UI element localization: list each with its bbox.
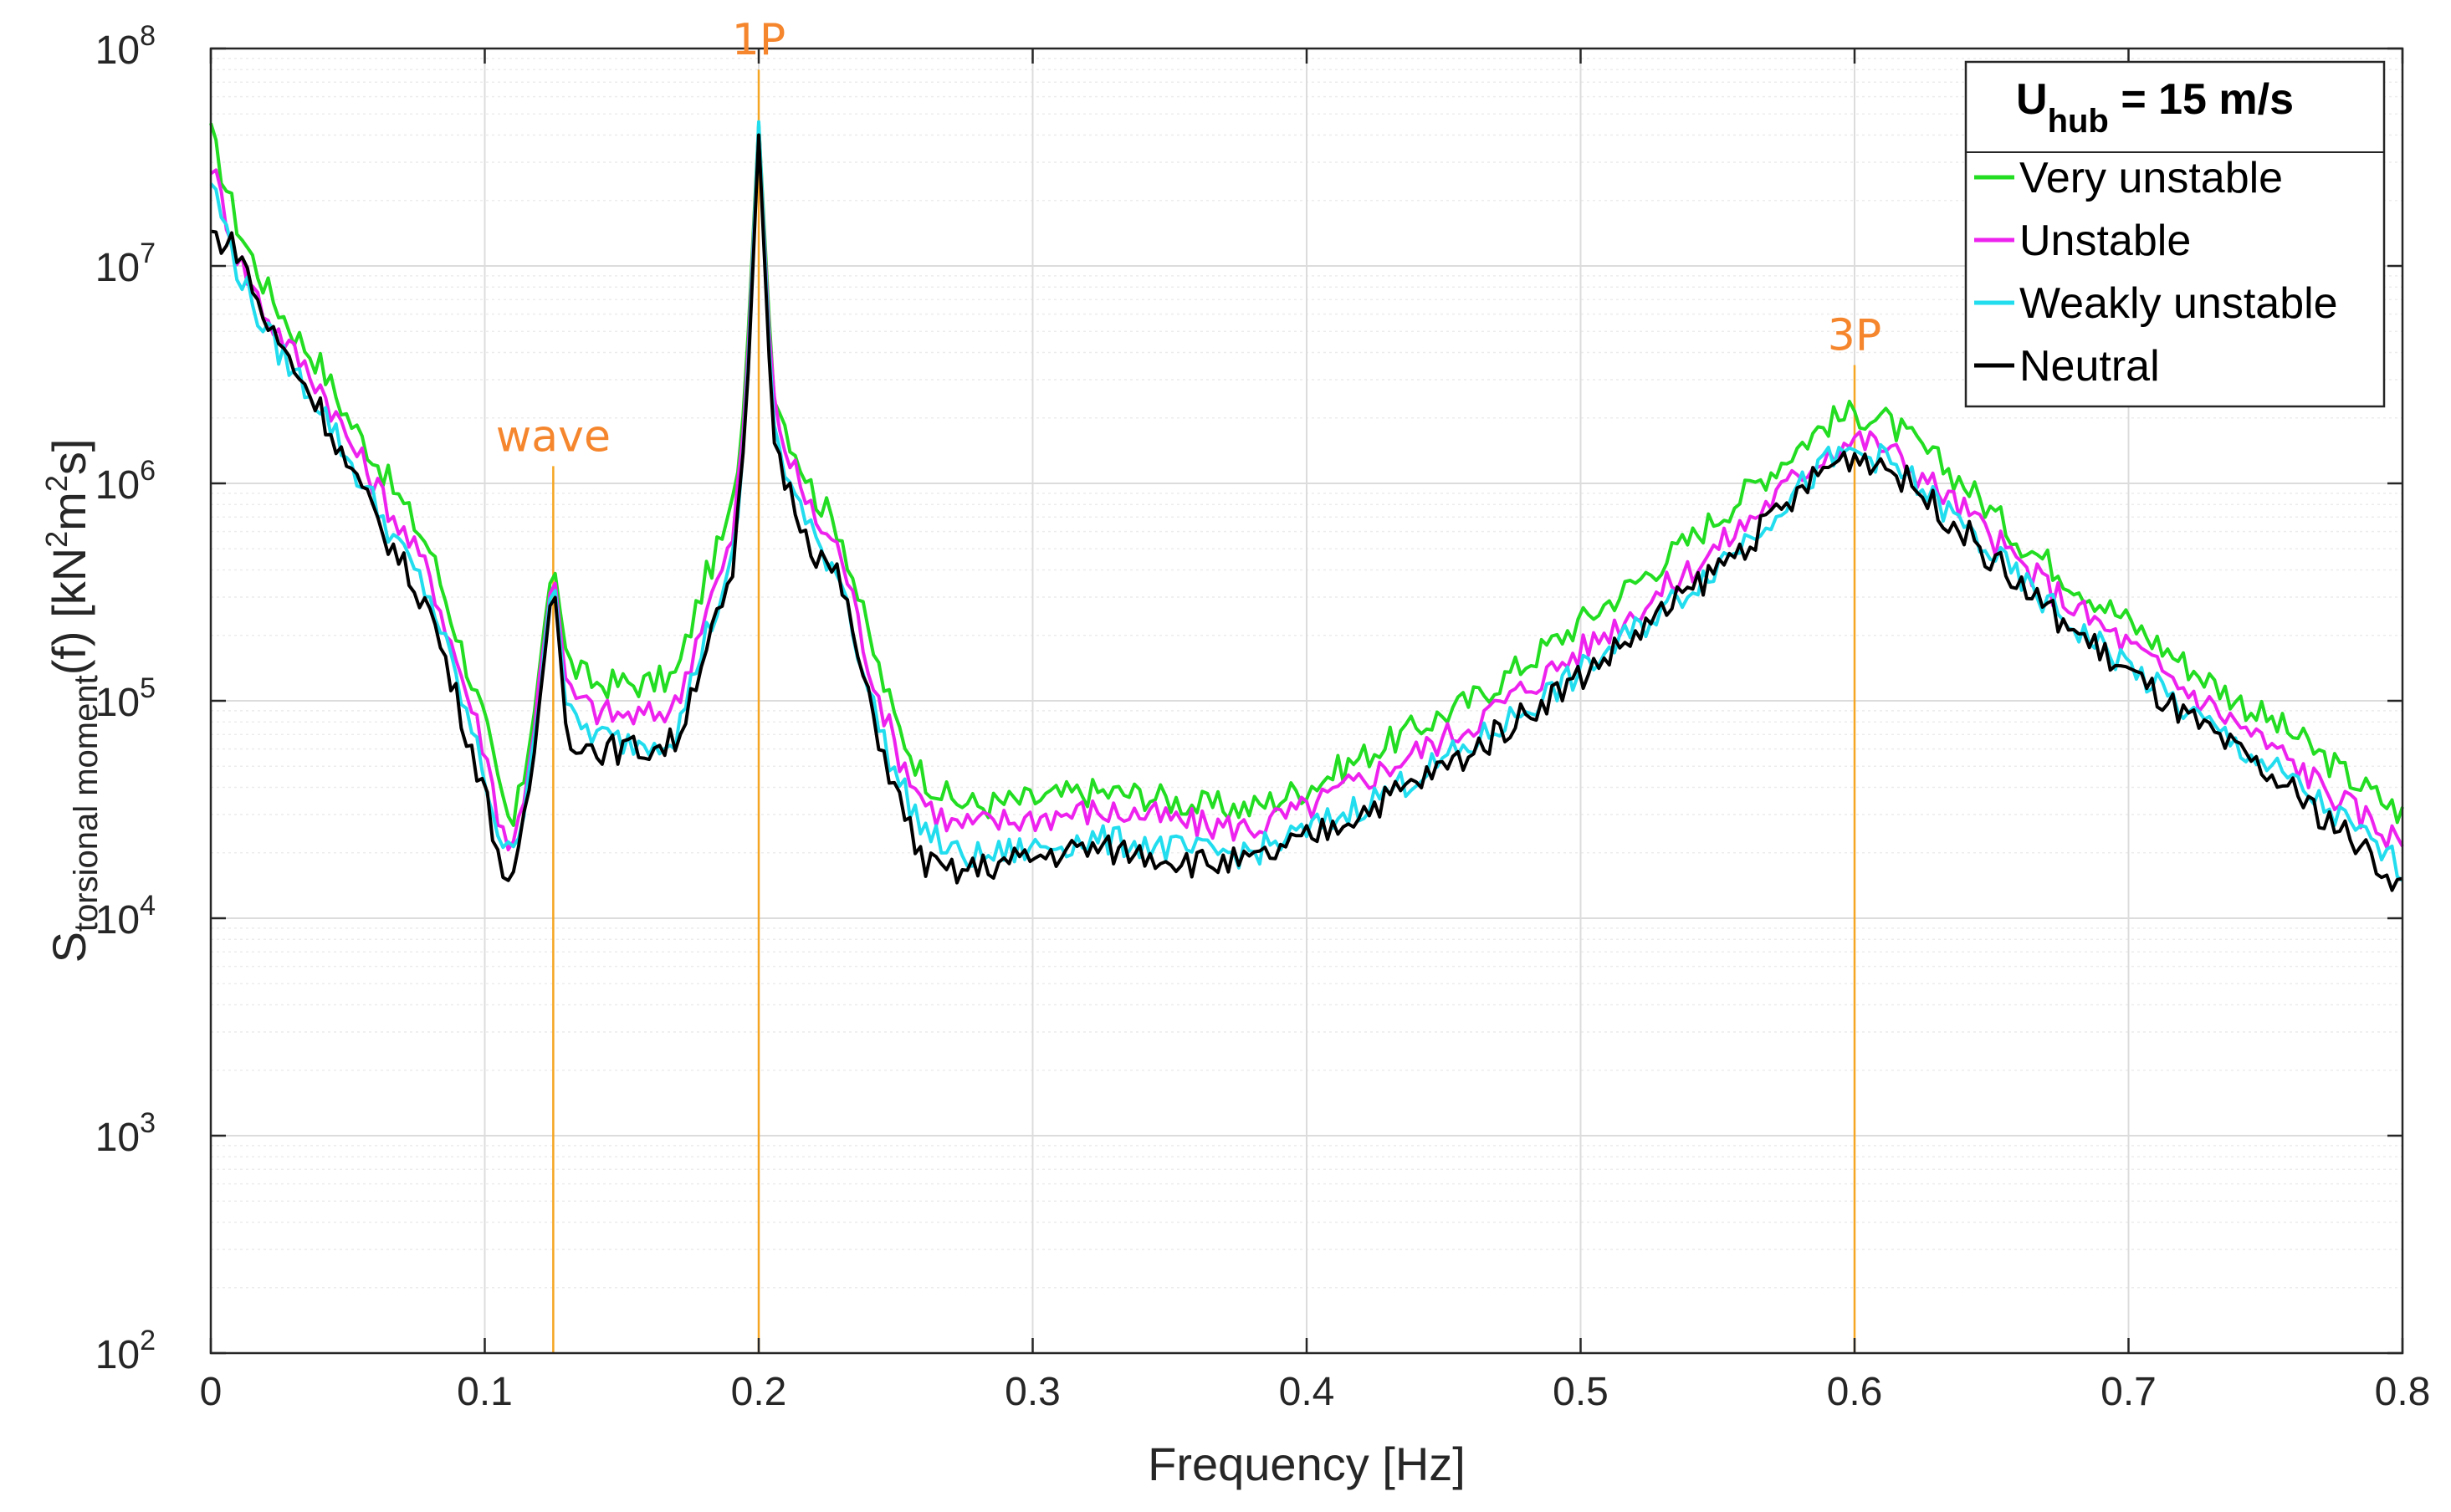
y-axis-title-mid: m bbox=[43, 492, 95, 531]
annotation-label-wave: wave bbox=[496, 411, 611, 462]
legend-label-unstable: Unstable bbox=[2019, 217, 2191, 265]
y-tick-label-exp: 3 bbox=[140, 1107, 156, 1139]
legend-items: Very unstable Unstable Weakly unstable Neut… bbox=[1974, 154, 2338, 391]
legend-box bbox=[1964, 60, 2386, 408]
x-tick-label: 0 bbox=[200, 1370, 223, 1414]
legend-title-rest: = 15 m/s bbox=[2109, 75, 2294, 124]
y-axis-title-end: s] bbox=[43, 439, 95, 476]
y-tick-label: 108 bbox=[95, 20, 156, 73]
y-tick-label-exp: 2 bbox=[140, 1325, 156, 1356]
y-tick-label-exp: 8 bbox=[140, 20, 156, 52]
x-tick-label: 0.5 bbox=[1553, 1370, 1609, 1414]
y-axis-title-sup1: 2 bbox=[39, 531, 74, 548]
y-tick-label-exp: 4 bbox=[140, 890, 156, 922]
series-line-weakly-unstable bbox=[209, 120, 2404, 882]
x-axis-title: Frequency [Hz] bbox=[1148, 1438, 1466, 1490]
y-tick-label-base: 10 bbox=[95, 898, 140, 942]
legend-label-very-unstable: Very unstable bbox=[2019, 154, 2283, 202]
annotation-lines bbox=[552, 69, 1856, 1353]
axis-ticks bbox=[209, 47, 2404, 1355]
y-tick-label: 102 bbox=[95, 1325, 156, 1377]
y-tick-label: 107 bbox=[95, 238, 156, 290]
legend: Uhub = 15 m/s Very unstable Unstable Weakl… bbox=[1964, 60, 2386, 408]
y-tick-label-base: 10 bbox=[95, 246, 140, 290]
x-tick-label: 0.7 bbox=[2100, 1370, 2157, 1414]
annotation-label-1p: 1P bbox=[732, 15, 785, 65]
y-tick-label-base: 10 bbox=[95, 1116, 140, 1160]
series-group bbox=[209, 120, 2404, 892]
x-tick-label: 0.8 bbox=[2375, 1370, 2431, 1414]
legend-label-weakly-unstable: Weakly unstable bbox=[2019, 279, 2338, 328]
y-axis-title-rest: (f) [kN bbox=[43, 548, 95, 675]
y-tick-label-exp: 6 bbox=[140, 455, 156, 487]
y-tick-label-base: 10 bbox=[95, 463, 140, 508]
y-tick-label-base: 10 bbox=[95, 1333, 140, 1377]
y-tick-label: 105 bbox=[95, 672, 156, 725]
legend-label-neutral: Neutral bbox=[2019, 342, 2160, 391]
y-tick-label-exp: 7 bbox=[140, 238, 156, 269]
x-tick-label: 0.2 bbox=[731, 1370, 787, 1414]
y-tick-label: 103 bbox=[95, 1107, 156, 1160]
legend-title-main: U bbox=[2016, 75, 2048, 124]
y-tick-label: 106 bbox=[95, 455, 156, 508]
x-tick-label: 0.6 bbox=[1827, 1370, 1883, 1414]
x-tick-labels: 0 0.1 0.2 0.3 0.4 0.5 0.6 0.7 0.8 bbox=[200, 1370, 2431, 1414]
legend-title: Uhub = 15 m/s bbox=[2016, 75, 2294, 140]
y-axis-title-sub: torsional moment bbox=[68, 675, 105, 932]
annotation-labels: wave 1P 3P bbox=[496, 15, 1881, 462]
y-tick-label: 104 bbox=[95, 890, 156, 942]
y-tick-label-base: 10 bbox=[95, 681, 140, 725]
y-tick-label-base: 10 bbox=[95, 28, 140, 73]
series-line-unstable bbox=[209, 124, 2404, 851]
series-line-very-unstable bbox=[209, 122, 2404, 827]
y-tick-label-exp: 5 bbox=[140, 672, 156, 704]
annotation-label-3p: 3P bbox=[1828, 311, 1881, 361]
x-tick-label: 0.1 bbox=[457, 1370, 513, 1414]
series-line-neutral bbox=[210, 133, 2403, 892]
y-axis-title: Storsional moment(f) [kN2m2s] bbox=[39, 439, 105, 963]
y-axis-title-sup2: 2 bbox=[39, 475, 74, 492]
legend-title-sub: hub bbox=[2048, 103, 2109, 140]
x-tick-label: 0.4 bbox=[1279, 1370, 1335, 1414]
y-axis-title-base: S bbox=[43, 932, 95, 963]
x-tick-label: 0.3 bbox=[1005, 1370, 1061, 1414]
